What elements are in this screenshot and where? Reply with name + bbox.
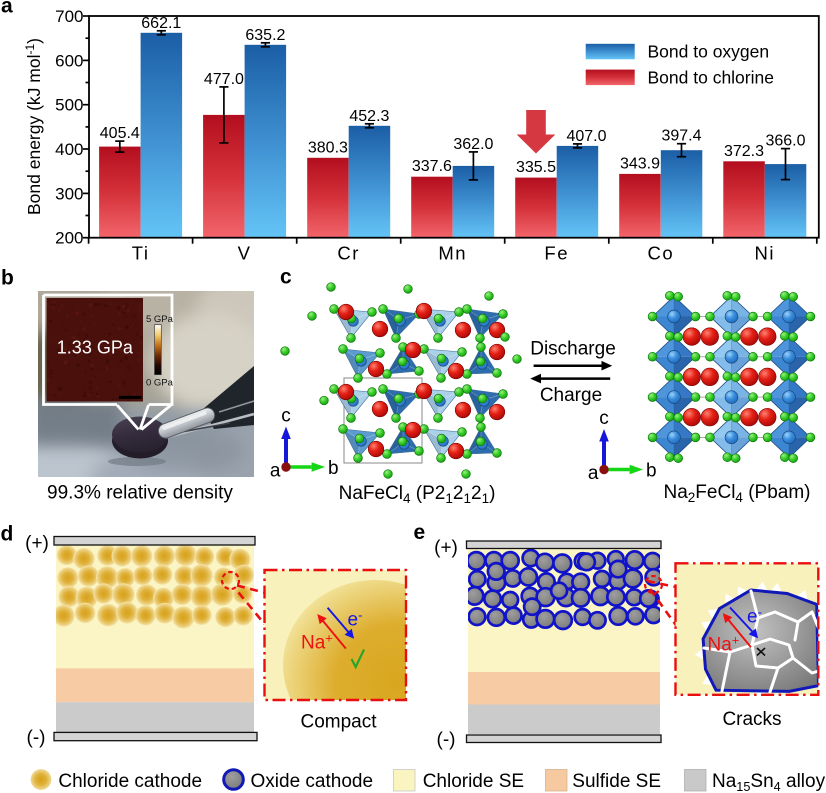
svg-text:(-): (-)	[27, 728, 46, 749]
svg-text:Na15Sn4 alloy: Na15Sn4 alloy	[712, 771, 826, 793]
svg-text:Co: Co	[647, 243, 674, 264]
svg-text:Oxide cathode: Oxide cathode	[251, 771, 374, 792]
svg-text:Na+: Na+	[301, 631, 333, 654]
svg-text:99.3% relative density: 99.3% relative density	[47, 483, 233, 504]
svg-text:700: 700	[55, 7, 83, 26]
svg-text:Bond to chlorine: Bond to chlorine	[648, 67, 774, 87]
svg-text:Fe: Fe	[544, 243, 569, 264]
svg-text:Sulfide SE: Sulfide SE	[572, 771, 661, 792]
svg-text:Chloride SE: Chloride SE	[423, 771, 524, 792]
svg-text:Ni: Ni	[755, 243, 775, 264]
svg-text:Chloride cathode: Chloride cathode	[58, 771, 202, 792]
svg-text:Discharge: Discharge	[530, 339, 616, 360]
svg-text:a: a	[1, 0, 13, 18]
svg-text:Cracks: Cracks	[722, 709, 781, 730]
svg-text:366.0: 366.0	[765, 133, 805, 150]
svg-text:(+): (+)	[25, 533, 49, 554]
svg-text:a: a	[270, 460, 281, 481]
svg-text:V: V	[238, 243, 252, 264]
svg-text:(-): (-)	[437, 730, 456, 751]
svg-text:Na+: Na+	[708, 633, 740, 656]
svg-text:d: d	[1, 523, 14, 546]
svg-text:343.9: 343.9	[620, 155, 660, 172]
svg-text:407.0: 407.0	[566, 128, 606, 145]
svg-text:Mn: Mn	[438, 243, 467, 264]
svg-text:Compact: Compact	[300, 712, 377, 733]
svg-text:5 GPa: 5 GPa	[146, 314, 174, 325]
svg-text:a: a	[588, 463, 599, 484]
svg-text:Bond to oxygen: Bond to oxygen	[648, 42, 770, 62]
svg-text:1.33 GPa: 1.33 GPa	[57, 338, 134, 358]
svg-text:b: b	[328, 458, 339, 479]
svg-text:397.4: 397.4	[661, 128, 701, 145]
svg-text:362.0: 362.0	[453, 136, 493, 153]
svg-text:0 GPa: 0 GPa	[146, 378, 174, 389]
svg-text:335.5: 335.5	[516, 159, 556, 176]
svg-text:662.1: 662.1	[141, 15, 181, 32]
svg-text:400: 400	[55, 140, 83, 159]
svg-text:Cr: Cr	[337, 243, 360, 264]
svg-text:452.3: 452.3	[349, 108, 389, 125]
svg-text:477.0: 477.0	[204, 71, 244, 88]
svg-text:c: c	[280, 266, 292, 289]
svg-text:500: 500	[55, 96, 83, 115]
svg-text:c: c	[599, 408, 609, 429]
svg-text:b: b	[646, 460, 657, 481]
svg-text:380.3: 380.3	[308, 139, 348, 156]
svg-text:405.4: 405.4	[100, 125, 140, 142]
svg-text:200: 200	[55, 229, 83, 248]
svg-text:e: e	[414, 521, 426, 544]
svg-text:Bond energy (kJ mol-1): Bond energy (kJ mol-1)	[23, 38, 44, 215]
svg-text:NaFeCl4 (P212121): NaFeCl4 (P212121)	[339, 483, 496, 506]
svg-text:300: 300	[55, 184, 83, 203]
svg-text:Na2FeCl4 (Pbam): Na2FeCl4 (Pbam)	[663, 482, 810, 505]
svg-text:635.2: 635.2	[245, 27, 285, 44]
svg-text:Ti: Ti	[132, 243, 150, 264]
svg-text:Charge: Charge	[540, 385, 602, 406]
svg-text:(+): (+)	[434, 538, 458, 559]
svg-text:b: b	[1, 267, 14, 290]
svg-text:337.6: 337.6	[412, 158, 452, 175]
svg-text:372.3: 372.3	[724, 143, 764, 160]
svg-text:600: 600	[55, 51, 83, 70]
svg-text:c: c	[281, 405, 291, 426]
